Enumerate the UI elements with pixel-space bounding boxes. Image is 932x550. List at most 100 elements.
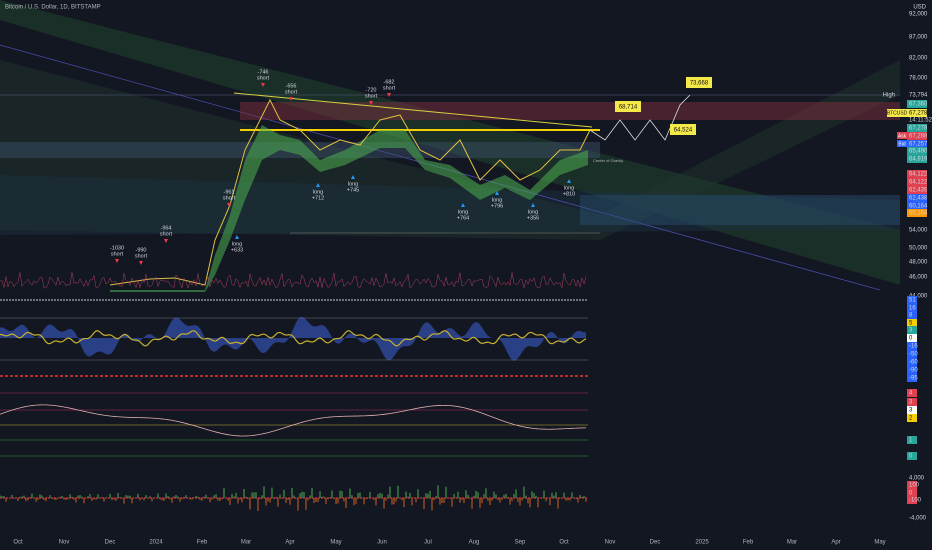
zone	[580, 195, 900, 225]
indicator-label: 0	[909, 454, 913, 460]
price-label-box	[907, 194, 927, 202]
indicator-label-box	[907, 406, 917, 414]
signal-value: -990	[135, 247, 146, 253]
signal-kind: long	[492, 197, 502, 203]
time-label: Mar	[241, 540, 251, 546]
indicator-label: 3	[909, 400, 913, 406]
signal-arrow	[351, 175, 355, 179]
price-label: 65,490	[909, 149, 928, 155]
signal-arrow	[289, 97, 293, 101]
price-label: 87,000	[909, 35, 928, 41]
indicator-label: 3	[909, 328, 913, 334]
signal-value: +356	[527, 215, 539, 221]
title: Bitcoin / U.S. Dollar, 1D, BITSTAMP	[5, 5, 101, 11]
indicator-label-box	[907, 496, 917, 504]
indicator-label: -16	[909, 344, 918, 350]
indicator-label-box	[907, 319, 917, 327]
target: 73,668	[690, 81, 709, 87]
indicator-label: 100	[909, 483, 920, 489]
indicator-label-box	[907, 374, 917, 382]
time-label: Nov	[59, 540, 70, 546]
signal-arrow	[369, 101, 373, 105]
indicator-label-box	[907, 326, 917, 334]
price-label: 67,278	[909, 111, 928, 117]
signal-value: -682	[383, 79, 394, 85]
indicator-label-box	[907, 414, 917, 422]
price-label: 82,000	[909, 56, 928, 62]
trend-line	[233, 92, 593, 128]
time-label: Dec	[650, 540, 661, 546]
indicator-label-box	[907, 358, 917, 366]
indicator-label-box	[907, 334, 917, 342]
indicator-label: 2	[909, 416, 913, 422]
volume-osc	[0, 272, 587, 289]
indicator-label-box	[907, 366, 917, 374]
tag-box	[897, 140, 907, 147]
time-label: May	[330, 540, 341, 546]
signal-arrow	[567, 179, 571, 183]
signal-value: +764	[457, 215, 469, 221]
price-label: 48,000	[909, 260, 928, 266]
time-label: Feb	[743, 540, 754, 546]
price-label-box	[907, 140, 927, 148]
note: Center of Gravity	[593, 158, 623, 163]
price-label: 64,919	[909, 157, 928, 163]
signal-arrow	[139, 261, 143, 265]
tag-box	[887, 109, 907, 117]
indicator-label: 3	[909, 408, 913, 414]
price-tag: Ask	[898, 133, 907, 139]
channel	[0, 60, 900, 240]
indicator-label: 4,000	[909, 476, 925, 482]
channel	[0, 175, 900, 235]
indicator-label: 0	[909, 491, 913, 497]
tag-box	[897, 132, 907, 139]
price-label: 67,360	[909, 102, 928, 108]
signal-value: -720	[365, 87, 376, 93]
signal-kind: short	[365, 93, 378, 99]
price-label-box	[907, 155, 927, 163]
indicator-label: -60	[909, 360, 918, 366]
signal-kind: long	[528, 209, 538, 215]
signal-kind: long	[232, 241, 242, 247]
signal-value: -746	[257, 69, 268, 75]
signal-value: +745	[347, 187, 359, 193]
indicator-label: 1	[909, 438, 913, 444]
indicator-label: -50	[909, 352, 918, 358]
signal-kind: short	[383, 85, 396, 91]
price-tag: BTCUSD	[887, 110, 908, 116]
indicator-label-box	[907, 436, 917, 444]
price-label: 62,435	[909, 188, 928, 194]
indicator-label-box	[907, 452, 917, 460]
price-label: 64,122	[909, 172, 928, 178]
signal-kind: long	[348, 181, 358, 187]
time-label: Aug	[469, 540, 480, 546]
price-label: 62,438	[909, 196, 928, 202]
price-label-box	[907, 147, 927, 155]
signal-kind: short	[111, 251, 124, 257]
time-label: Dec	[105, 540, 116, 546]
zone	[240, 102, 900, 120]
signal-kind: short	[257, 75, 270, 81]
price-label-box	[907, 202, 927, 210]
time-label: Jul	[424, 540, 432, 546]
signal-kind: short	[135, 253, 148, 259]
indicator-label: 51	[909, 298, 916, 304]
signal-value: -1030	[110, 245, 124, 251]
indicator-label: -4,000	[909, 516, 927, 522]
indicator-label-box	[907, 304, 917, 312]
signal-value: -656	[285, 83, 296, 89]
signal-kind: short	[285, 89, 298, 95]
price-label: 50,000	[909, 246, 928, 252]
time-label: Feb	[197, 540, 208, 546]
oscillator-line	[0, 330, 587, 347]
indicator-label-box	[907, 398, 917, 406]
price-label: 60,164	[909, 211, 928, 217]
signal-value: +633	[231, 247, 243, 253]
price-label: 67,278	[909, 126, 928, 132]
price-label-box	[907, 132, 927, 140]
price-label: 44,000	[909, 294, 928, 300]
indicator-label-box	[907, 311, 917, 319]
price-label: 92,000	[909, 12, 928, 18]
price-label: 78,000	[909, 76, 928, 82]
